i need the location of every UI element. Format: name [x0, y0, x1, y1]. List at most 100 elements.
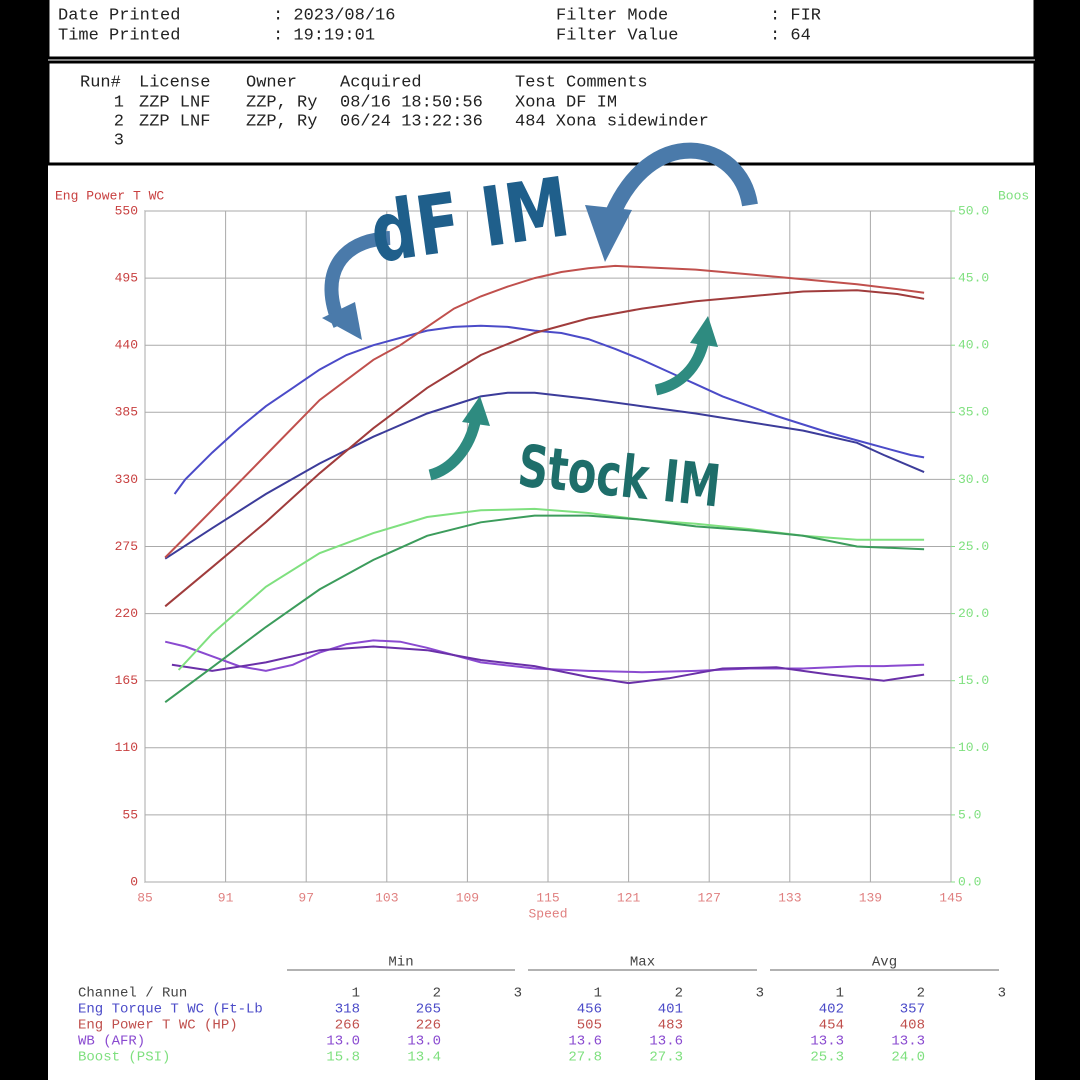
stats-value: 25.3: [810, 1050, 844, 1066]
series-line: [164, 639, 925, 674]
runs-box: [46, 60, 1037, 166]
stats-channel: WB (AFR): [78, 1034, 145, 1050]
stats-value: 265: [416, 1002, 441, 1018]
x-tick-label: 127: [697, 890, 720, 905]
x-tick-label: 139: [859, 890, 882, 905]
y-tick-label: 440: [115, 338, 138, 353]
runs-column: Acquired: [340, 73, 422, 92]
stats-value: 13.4: [407, 1050, 441, 1066]
series-line: [164, 289, 925, 608]
header-label: Filter Mode: [556, 6, 668, 25]
runs-column: License: [139, 73, 210, 92]
runs-column: Test Comments: [515, 73, 648, 92]
run-cell: ZZP, Ry: [246, 112, 317, 131]
runs-column: Run#: [80, 73, 121, 92]
stats-value: 505: [577, 1018, 602, 1034]
stats-value: 357: [900, 1002, 925, 1018]
x-tick-label: 91: [218, 890, 234, 905]
y-tick-label: 330: [115, 472, 138, 487]
series-line: [164, 264, 925, 559]
run-cell: 08/16 18:50:56: [340, 93, 483, 112]
run-cell: ZZP, Ry: [246, 93, 317, 112]
stats-run: 2: [675, 986, 683, 1002]
runs-column: Owner: [246, 73, 297, 92]
header-value: : 19:19:01: [273, 26, 375, 45]
x-tick-label: 115: [536, 890, 559, 905]
y2-tick-label: 30.0: [958, 472, 989, 487]
y2-tick-label: 10.0: [958, 740, 989, 755]
y-tick-label: 550: [115, 203, 138, 218]
x-tick-label: 133: [778, 890, 801, 905]
arrow-head: [462, 396, 490, 426]
stats-channel: Eng Torque T WC (Ft-Lb: [78, 1002, 263, 1018]
y2-tick-label: 20.0: [958, 606, 989, 621]
x-tick-label: 121: [617, 890, 641, 905]
y-tick-label: 0: [130, 874, 138, 889]
y-tick-label: 55: [122, 807, 138, 822]
y-axis-title: Eng Power T WC: [55, 188, 164, 203]
stats-channel: Boost (PSI): [78, 1050, 170, 1066]
x-axis-title: Speed: [528, 906, 567, 921]
run-cell: ZZP LNF: [139, 93, 210, 112]
stats-value: 13.3: [891, 1034, 925, 1050]
stats-value: 27.3: [649, 1050, 683, 1066]
x-tick-label: 97: [298, 890, 314, 905]
x-tick-label: 109: [456, 890, 479, 905]
header-value: : 2023/08/16: [273, 6, 395, 25]
run-cell: 484 Xona sidewinder: [515, 112, 709, 131]
series-line: [173, 324, 925, 495]
y2-axis-title: Boos: [998, 188, 1029, 203]
y2-tick-label: 50.0: [958, 203, 989, 218]
stats-value: 456: [577, 1002, 602, 1018]
run-number: 2: [114, 112, 124, 131]
stats-value: 13.0: [407, 1034, 441, 1050]
stats-value: 13.0: [326, 1034, 360, 1050]
stats-run: 1: [836, 986, 844, 1002]
stats-value: 13.6: [568, 1034, 602, 1050]
stats-value: 408: [900, 1018, 925, 1034]
stats-value: 13.3: [810, 1034, 844, 1050]
x-tick-label: 103: [375, 890, 398, 905]
stats-run: 2: [917, 986, 925, 1002]
stats-run: 1: [594, 986, 602, 1002]
stats-value: 226: [416, 1018, 441, 1034]
run-number: 1: [114, 93, 124, 112]
stats-channel: Eng Power T WC (HP): [78, 1018, 238, 1034]
stats-section: Max: [630, 955, 655, 971]
stats-channel-header: Channel / Run: [78, 986, 187, 1002]
stats-value: 24.0: [891, 1050, 925, 1066]
arrow-head: [585, 205, 632, 262]
arrow-head: [690, 316, 718, 347]
stats-run: 2: [433, 986, 441, 1002]
stats-value: 27.8: [568, 1050, 602, 1066]
y2-tick-label: 15.0: [958, 673, 989, 688]
stats-value: 402: [819, 1002, 844, 1018]
y2-tick-label: 35.0: [958, 405, 989, 420]
annotation-arrows: [322, 142, 758, 481]
stats-run: 3: [756, 986, 764, 1002]
y-tick-label: 220: [115, 606, 138, 621]
stats-run: 1: [352, 986, 360, 1002]
y-tick-label: 495: [115, 271, 138, 286]
y2-tick-label: 0.0: [958, 874, 981, 889]
series-line: [164, 514, 925, 704]
y-tick-label: 385: [115, 405, 138, 420]
header-value: : 64: [770, 26, 811, 45]
stats-value: 401: [658, 1002, 683, 1018]
y-tick-label: 110: [115, 740, 138, 755]
stats-value: 15.8: [326, 1050, 360, 1066]
run-cell: Xona DF IM: [515, 93, 617, 112]
arrow: [428, 416, 482, 481]
y2-tick-label: 40.0: [958, 338, 989, 353]
y-tick-label: 165: [115, 673, 138, 688]
stats-run: 3: [514, 986, 522, 1002]
arrow: [602, 142, 758, 224]
header-label: Time Printed: [58, 26, 180, 45]
y2-tick-label: 45.0: [958, 271, 989, 286]
run-cell: ZZP LNF: [139, 112, 210, 131]
y-tick-label: 275: [115, 539, 138, 554]
y2-tick-label: 5.0: [958, 807, 981, 822]
arrow: [654, 338, 710, 396]
stats-section: Min: [388, 955, 413, 971]
